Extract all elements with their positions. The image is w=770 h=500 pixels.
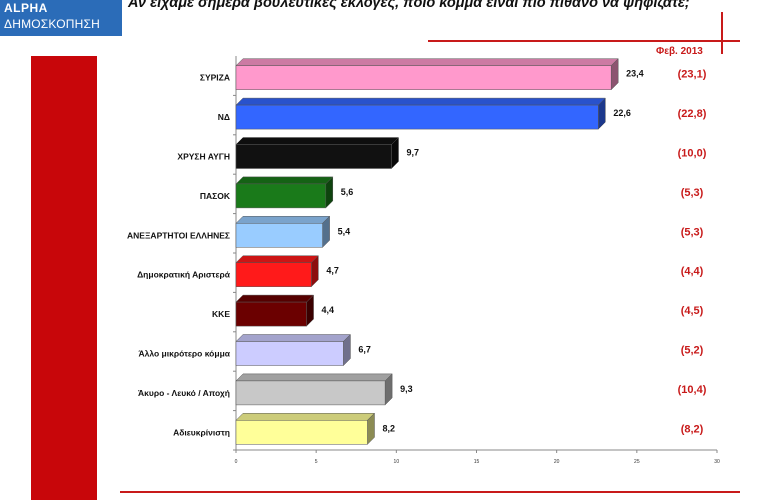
value-label: 4,7 [326,266,339,276]
value-label: 22,6 [613,108,631,118]
bar [235,380,386,406]
previous-value-label: (5,3) [681,226,704,238]
bar-top-face [235,255,319,263]
value-label: 6,7 [358,345,371,355]
bar-top-face [235,373,393,382]
survey-question: Αν είχαμε σήμερα βουλευτικές εκλογές, πο… [128,0,690,11]
category-label: Δημοκρατική Αριστερά [137,270,231,280]
bar [235,341,344,366]
x-tick-label: 0 [235,459,238,465]
bar [235,144,392,169]
value-label: 8,2 [382,423,395,433]
category-label: Άκυρο - Λευκό / Αποχή [138,388,230,398]
bar-top-face [235,176,334,185]
category-label: ΝΔ [218,112,230,122]
x-tick-label: 20 [554,459,560,465]
previous-value-label: (22,8) [678,108,707,120]
previous-value-label: (10,4) [678,384,707,396]
value-label: 5,6 [341,187,354,197]
bar-top-face [235,137,400,145]
x-tick-label: 10 [394,459,400,465]
bar-top-face [235,97,606,106]
logo-line-1: ALPHA [4,1,48,15]
x-tick-label: 15 [474,459,480,465]
previous-value-label: (4,5) [681,305,704,317]
bar [235,301,307,327]
category-label: ΑΝΕΞΑΡΤΗΤΟΙ ΕΛΛΗΝΕΣ [127,230,230,240]
x-tick-label: 25 [634,459,640,465]
bar-top-face [235,294,315,303]
previous-value-label: (4,4) [681,266,704,278]
value-label: 23,4 [626,69,644,79]
bar-top-face [235,216,331,224]
comparison-period-label: Φεβ. 2013 [656,46,703,57]
top-divider [428,40,740,42]
category-label: ΣΥΡΙΖΑ [200,73,230,83]
bar-top-face [235,58,619,66]
alpha-logo: ALPHA ΔΗΜΟΣΚΟΠΗΣΗ [0,0,122,36]
category-label: ΠΑΣΟΚ [200,191,231,201]
previous-value-label: (5,3) [681,187,704,199]
logo-line-2: ΔΗΜΟΣΚΟΠΗΣΗ [4,17,101,31]
category-label: ΚΚΕ [212,309,230,319]
bar [235,223,323,248]
previous-value-label: (23,1) [678,69,707,81]
category-label: Άλλο μικρότερο κόμμα [139,349,231,359]
value-label: 9,7 [407,148,420,158]
value-label: 4,4 [322,305,335,315]
category-label: ΧΡΥΣΗ ΑΥΓΗ [177,152,230,162]
bar [235,420,368,445]
bar [235,65,612,90]
previous-value-label: (10,0) [678,148,707,160]
bottom-divider [120,491,740,493]
x-tick-label: 30 [714,459,720,465]
value-label: 5,4 [338,226,351,236]
bar [235,262,312,287]
bar [235,183,327,209]
bar-top-face [235,334,352,342]
bar-top-face [235,413,376,421]
value-label: 9,3 [400,384,413,394]
left-accent-bar [31,56,97,500]
category-label: Αδιευκρίνιστη [173,427,230,437]
top-vertical-divider [721,12,723,54]
x-tick-label: 5 [315,459,318,465]
previous-value-label: (8,2) [681,423,704,435]
previous-value-label: (5,2) [681,345,704,357]
bar [235,104,599,130]
